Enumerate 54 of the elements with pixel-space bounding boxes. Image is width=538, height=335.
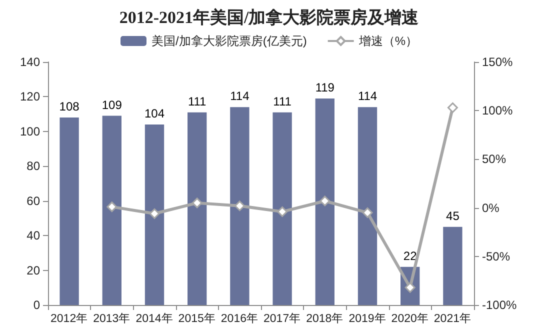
y-tick-label: 100 [20, 124, 40, 138]
legend-label: 美国/加拿大影院票房(亿美元) [152, 34, 307, 48]
data-label: 104 [144, 106, 165, 120]
y-tick-label: 20 [26, 263, 40, 278]
point [320, 196, 330, 206]
x-tick-label: 2014年 [136, 312, 174, 325]
point [106, 202, 118, 212]
data-label: 111 [188, 94, 207, 108]
point [277, 206, 288, 217]
x-tick-label: 2013年 [93, 312, 131, 325]
x-tick-label: 2018年 [306, 312, 344, 325]
data-label: 114 [358, 89, 378, 104]
bar [315, 98, 334, 305]
bar [144, 124, 164, 305]
data-label: 119 [315, 80, 335, 94]
data-label: 108 [59, 100, 80, 114]
y-tick-label: 0 [33, 298, 40, 312]
x-tick-label: 2017年 [264, 312, 302, 325]
bar [443, 226, 462, 305]
y-tick-label: 140 [20, 55, 40, 69]
chart-title: 2012-2021年美国/加拿大影院票房及增速 [119, 8, 419, 27]
y-tick-label: 120 [20, 90, 40, 104]
point [234, 200, 245, 212]
x-tick-label: 2021年 [434, 312, 472, 325]
data-label: 114 [230, 89, 250, 104]
bar [358, 107, 378, 305]
bar [272, 112, 292, 305]
data-label: 111 [273, 94, 292, 108]
legend-label: 增速（%） [358, 34, 418, 48]
y2-tick-label: 100% [482, 104, 514, 118]
y2-tick-label: 0% [482, 200, 500, 215]
y-tick-label: 80 [26, 159, 40, 174]
point [149, 208, 160, 219]
point [192, 198, 202, 208]
point [362, 207, 373, 218]
data-label: 22 [403, 248, 418, 263]
y2-tick-label: 50% [482, 152, 506, 166]
bar [188, 112, 207, 305]
bar [60, 118, 79, 305]
x-tick-label: 2019年 [348, 312, 386, 325]
y2-tick-label: 150% [482, 55, 514, 69]
y2-tick-label: -50% [482, 249, 510, 264]
y-tick-label: 40 [26, 228, 40, 243]
y-tick-label: 60 [26, 194, 40, 208]
x-tick-label: 2020年 [391, 312, 429, 325]
x-tick-label: 2012年 [50, 312, 88, 325]
bar [230, 107, 250, 305]
y2-tick-label: -100% [482, 298, 518, 312]
point [447, 102, 458, 113]
data-label: 109 [102, 98, 122, 112]
data-label: 45 [446, 208, 460, 223]
x-tick-label: 2015年 [178, 312, 216, 325]
bar [102, 116, 122, 305]
x-tick-label: 2016年 [220, 312, 258, 325]
